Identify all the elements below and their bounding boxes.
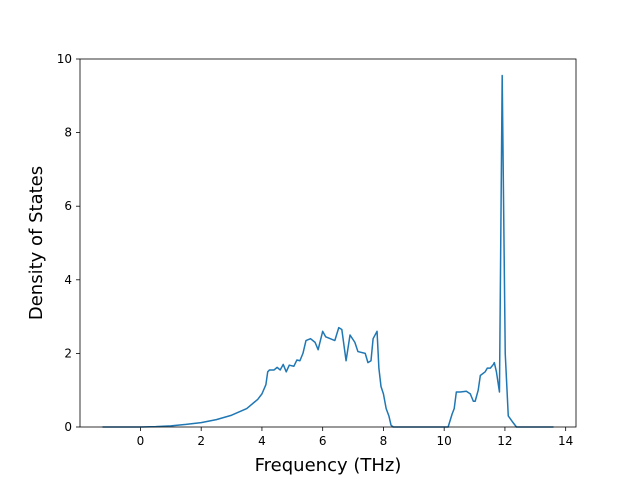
- y-tick-label: 2: [64, 346, 72, 360]
- x-axis-label: Frequency (THz): [255, 455, 402, 476]
- y-tick-label: 4: [64, 273, 72, 287]
- x-tick-label: 0: [137, 434, 145, 448]
- x-tick-label: 2: [197, 434, 205, 448]
- y-tick-label: 6: [64, 199, 72, 213]
- y-tick-label: 0: [64, 420, 72, 434]
- line: [102, 74, 554, 428]
- y-tick-label: 10: [57, 52, 72, 66]
- x-tick-label: 10: [437, 434, 452, 448]
- x-tick-label: 4: [258, 434, 266, 448]
- y-axis-label: Density of States: [26, 166, 47, 320]
- x-tick-label: 12: [497, 434, 512, 448]
- x-tick-label: 8: [380, 434, 388, 448]
- plot-frame: [79, 58, 577, 428]
- y-tick-label: 8: [64, 126, 72, 140]
- x-tick-label: 14: [558, 434, 573, 448]
- x-tick-label: 6: [319, 434, 327, 448]
